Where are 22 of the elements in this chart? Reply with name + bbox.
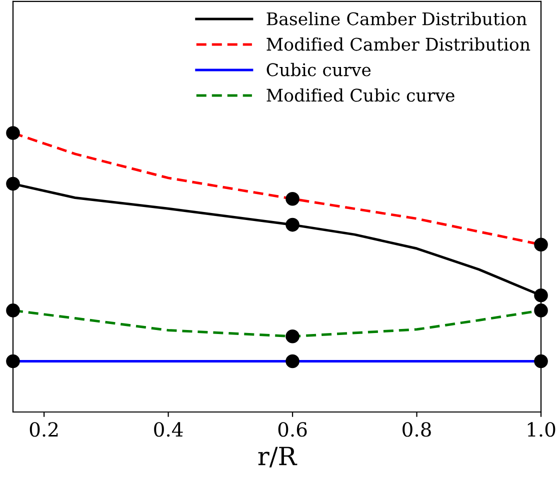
x-axis-title: r/R: [258, 446, 298, 468]
point: [534, 238, 548, 252]
x-tick-label: 0.8: [402, 422, 431, 437]
point: [534, 354, 548, 368]
legend-label: Cubic curve: [266, 62, 371, 76]
legend-label: Modified Camber Distribution: [266, 37, 530, 51]
point: [286, 192, 300, 206]
point: [6, 176, 20, 191]
legend-label: Baseline Camber Distribution: [266, 12, 527, 26]
x-tick-label: 1.0: [528, 422, 556, 437]
x-tick-label: 0.4: [154, 422, 183, 437]
point: [6, 304, 20, 318]
x-tick-label: 0.6: [278, 422, 307, 437]
x-tick-label: 0.2: [30, 422, 58, 437]
legend-label: Modified Cubic curve: [266, 88, 454, 102]
point: [6, 126, 20, 140]
point: [286, 218, 300, 232]
point: [6, 354, 20, 368]
point: [286, 329, 300, 344]
point: [534, 288, 548, 302]
point: [534, 304, 548, 318]
point: [286, 354, 300, 368]
